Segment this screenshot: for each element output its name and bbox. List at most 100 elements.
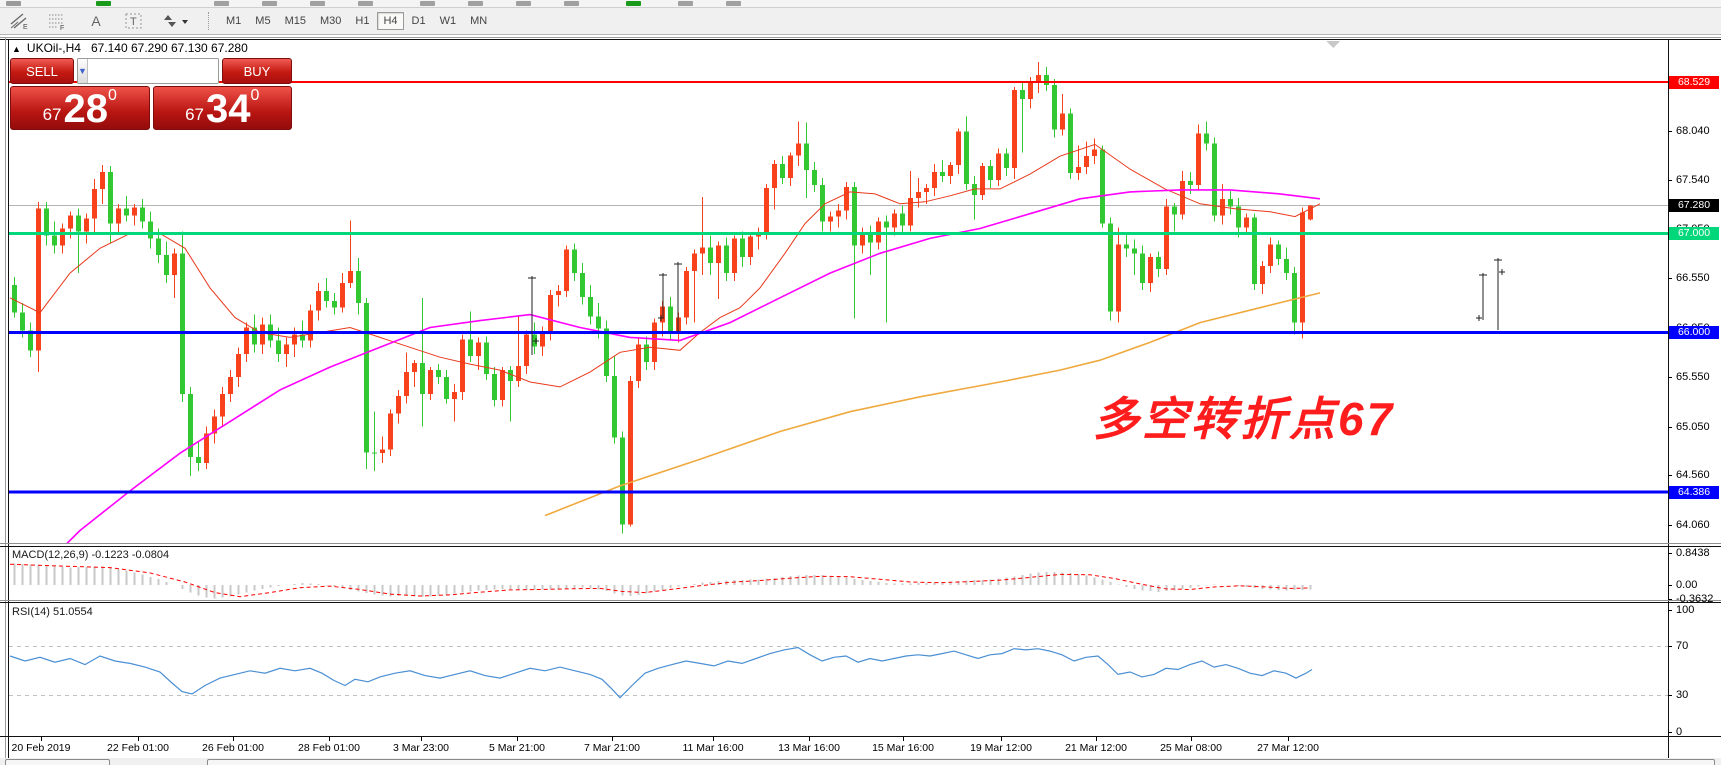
candle-body — [1164, 206, 1169, 270]
rsi-plot[interactable] — [9, 603, 1668, 736]
sell-button[interactable]: SELL — [10, 58, 74, 84]
candle-body — [556, 290, 561, 295]
candle-body — [524, 334, 529, 367]
candle-body — [620, 437, 625, 525]
candle-body — [300, 334, 305, 341]
candle-body — [924, 187, 929, 192]
candle-body — [356, 271, 361, 303]
time-tick — [1096, 737, 1097, 741]
panel-separator-1a — [0, 543, 1721, 544]
candle-body — [324, 290, 329, 301]
volume-decrease-button[interactable]: ▼ — [78, 59, 88, 83]
window-border-top — [0, 37, 1721, 38]
candle-body — [708, 247, 713, 264]
candle-body — [116, 208, 121, 224]
timeframe-button-mn[interactable]: MN — [464, 12, 493, 30]
candle-body — [428, 370, 433, 394]
candle-body — [204, 433, 209, 464]
timeframe-button-m1[interactable]: M1 — [220, 12, 247, 30]
level-price-badge: 66.000 — [1669, 325, 1719, 339]
volume-input[interactable] — [87, 59, 218, 83]
timeframe-button-m30[interactable]: M30 — [314, 12, 347, 30]
timeframe-button-m5[interactable]: M5 — [249, 12, 276, 30]
candle-body — [684, 271, 689, 318]
axis-tick — [1668, 180, 1672, 181]
candle-body — [500, 370, 505, 400]
chart-shift-marker-icon — [1326, 41, 1340, 48]
timeframe-button-w1[interactable]: W1 — [434, 12, 463, 30]
price-tick-label: 66.550 — [1676, 272, 1710, 284]
candle-body — [1284, 259, 1289, 274]
macd-plot[interactable] — [9, 547, 1668, 600]
time-axis-border — [0, 736, 1721, 737]
arrows-icon[interactable] — [160, 11, 194, 31]
candle-body — [892, 213, 897, 228]
panel-separator-2b[interactable] — [0, 602, 1721, 603]
candle-body — [20, 312, 25, 331]
candle-body — [668, 306, 673, 334]
candle-body — [804, 143, 809, 171]
timeframe-button-h4[interactable]: H4 — [377, 12, 404, 30]
bid-price-prefix: 67 — [42, 105, 62, 124]
candle-body — [764, 187, 769, 233]
collapse-triangle-icon[interactable]: ▲ — [12, 44, 21, 54]
buy-button[interactable]: BUY — [222, 58, 292, 84]
axis-tick — [1668, 646, 1672, 648]
candle-body — [1028, 81, 1033, 99]
text-icon[interactable]: T — [122, 11, 146, 31]
macd-scale-label: 0.00 — [1676, 579, 1698, 591]
chart-text-annotation[interactable]: 多空转折点67 — [1093, 393, 1396, 445]
candle-body — [860, 232, 865, 246]
candle-body — [596, 316, 601, 329]
candle-body — [580, 273, 585, 297]
candle-body — [1228, 198, 1233, 207]
clipped-icon-fragment — [420, 1, 435, 6]
candle-body — [1148, 257, 1153, 283]
price-tick-label: 64.060 — [1676, 518, 1710, 531]
fibonacci-retracement-icon[interactable]: F — [46, 11, 70, 31]
rsi-scale-label: 70 — [1676, 640, 1689, 653]
candle-body — [532, 334, 537, 347]
axis-tick — [1668, 130, 1672, 132]
candle-body — [748, 236, 753, 258]
candle-body — [100, 172, 105, 189]
candle-body — [420, 363, 425, 394]
time-tick — [809, 737, 810, 741]
panel-separator-1b[interactable] — [0, 546, 1721, 547]
candle-body — [548, 294, 553, 333]
candle-body — [12, 284, 17, 313]
bid-price-box[interactable]: 67 28 0 — [10, 86, 150, 130]
time-label: 5 Mar 21:00 — [488, 742, 546, 754]
macd-scale-label: -0.3632 — [1676, 592, 1714, 605]
candle-body — [252, 327, 257, 345]
ask-price-box[interactable]: 67 34 0 — [152, 86, 292, 130]
candle-body — [372, 452, 377, 454]
candle-body — [1180, 180, 1185, 215]
candle-body — [332, 300, 337, 308]
panel-separator-2a — [0, 600, 1721, 601]
candle-body — [1252, 217, 1257, 284]
time-label: 27 Mar 12:00 — [1257, 742, 1319, 754]
candle-body — [172, 253, 177, 276]
candle-body — [1268, 244, 1273, 267]
price-chart-plot[interactable] — [9, 40, 1668, 543]
time-label: 3 Mar 23:00 — [392, 742, 450, 754]
timeframe-button-h1[interactable]: H1 — [349, 12, 375, 30]
candle-body — [716, 245, 721, 264]
candle-body — [140, 207, 145, 222]
rsi-indicator-label: RSI(14) 51.0554 — [12, 606, 93, 618]
clipped-icon-fragment — [358, 1, 373, 6]
clipped-icon-fragment — [516, 1, 531, 6]
text-label-icon[interactable]: A — [91, 13, 101, 29]
time-label: 25 Mar 08:00 — [1160, 742, 1222, 754]
timeframe-button-m15[interactable]: M15 — [279, 12, 312, 30]
candle-body — [1212, 143, 1217, 216]
svg-text:T: T — [130, 16, 137, 28]
clipped-icon-fragment — [626, 1, 641, 6]
candle-body — [916, 191, 921, 198]
candle-body — [604, 328, 609, 377]
timeframe-button-d1[interactable]: D1 — [406, 12, 432, 30]
equidistant-channel-icon[interactable]: E — [8, 11, 32, 31]
candle-body — [652, 322, 657, 363]
